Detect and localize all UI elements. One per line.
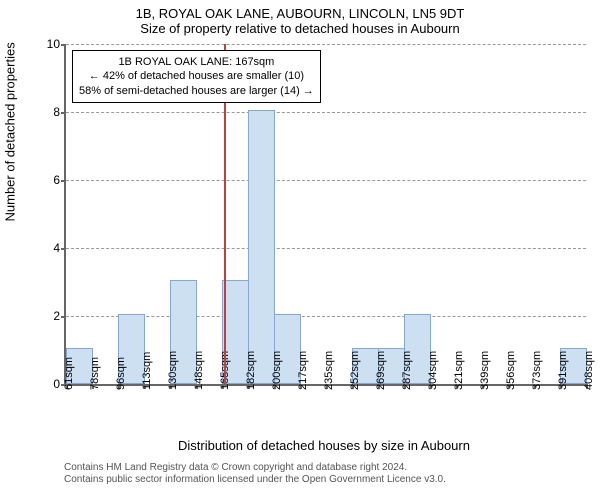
xtick-label: 408sqm (583, 351, 595, 390)
gridline (66, 180, 586, 181)
xtick-label: 339sqm (479, 351, 491, 390)
xtick-label: 391sqm (557, 351, 569, 390)
xtick-label: 200sqm (271, 351, 283, 390)
xtick-label: 252sqm (349, 351, 361, 390)
xtick-label: 217sqm (297, 351, 309, 390)
histogram-bar (248, 110, 275, 384)
xtick-label: 304sqm (427, 351, 439, 390)
xtick-label: 182sqm (245, 351, 257, 390)
xtick-label: 96sqm (115, 357, 127, 390)
xtick-label: 287sqm (401, 351, 413, 390)
figure: 1B, ROYAL OAK LANE, AUBOURN, LINCOLN, LN… (0, 0, 600, 500)
info-box-line: 1B ROYAL OAK LANE: 167sqm (79, 55, 314, 69)
gridline (66, 112, 586, 113)
chart-title: 1B, ROYAL OAK LANE, AUBOURN, LINCOLN, LN… (0, 0, 600, 21)
xtick-label: 78sqm (89, 357, 101, 390)
xtick-label: 148sqm (193, 351, 205, 390)
chart-subtitle: Size of property relative to detached ho… (0, 21, 600, 36)
ytick-label: 10 (30, 37, 66, 51)
xtick-label: 356sqm (505, 351, 517, 390)
xtick-label: 113sqm (141, 352, 153, 390)
xtick-label: 235sqm (323, 351, 335, 390)
xtick-label: 373sqm (531, 351, 543, 390)
ytick-label: 2 (30, 309, 66, 323)
info-box-line: ← 42% of detached houses are smaller (10… (79, 69, 314, 83)
xtick-label: 269sqm (375, 351, 387, 390)
xtick-label: 130sqm (167, 351, 179, 390)
ytick-label: 6 (30, 173, 66, 187)
gridline (66, 44, 586, 45)
info-box-line: 58% of semi-detached houses are larger (… (79, 84, 314, 98)
footnote-line-2: Contains public sector information licen… (64, 474, 446, 486)
ytick-label: 4 (30, 241, 66, 255)
plot-area: 024681061sqm78sqm96sqm113sqm130sqm148sqm… (64, 44, 586, 386)
ytick-label: 0 (30, 377, 66, 391)
gridline (66, 248, 586, 249)
footnote-line-1: Contains HM Land Registry data © Crown c… (64, 462, 446, 474)
ytick-label: 8 (30, 105, 66, 119)
x-axis-label: Distribution of detached houses by size … (64, 438, 584, 453)
footnote: Contains HM Land Registry data © Crown c… (64, 462, 446, 486)
info-box: 1B ROYAL OAK LANE: 167sqm← 42% of detach… (72, 50, 321, 103)
xtick-label: 61sqm (63, 357, 75, 390)
xtick-label: 321sqm (453, 351, 465, 390)
